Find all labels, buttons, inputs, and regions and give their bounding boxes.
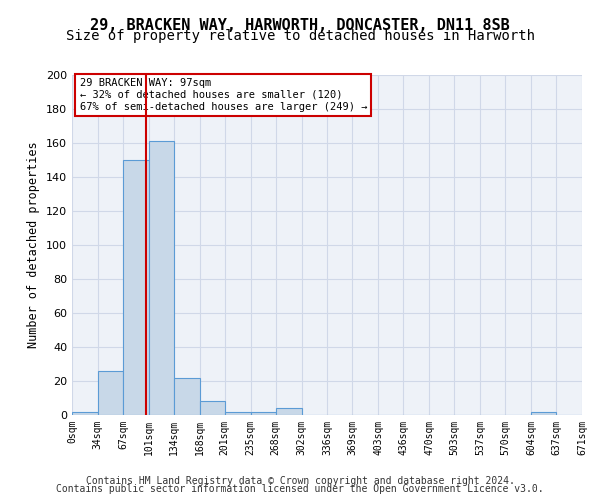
Bar [149,142,174,415]
Text: 29 BRACKEN WAY: 97sqm
← 32% of detached houses are smaller (120)
67% of semi-det: 29 BRACKEN WAY: 97sqm ← 32% of detached … [80,78,367,112]
Bar [123,160,149,415]
Bar [174,378,200,415]
Text: Contains public sector information licensed under the Open Government Licence v3: Contains public sector information licen… [56,484,544,494]
Bar [275,408,302,415]
Bar [225,412,251,415]
Text: Size of property relative to detached houses in Harworth: Size of property relative to detached ho… [65,29,535,43]
Bar [72,412,98,415]
Text: Contains HM Land Registry data © Crown copyright and database right 2024.: Contains HM Land Registry data © Crown c… [86,476,514,486]
Bar [531,412,556,415]
Bar [98,371,123,415]
Bar [200,402,225,415]
Y-axis label: Number of detached properties: Number of detached properties [28,142,40,348]
Bar [251,412,275,415]
Text: 29, BRACKEN WAY, HARWORTH, DONCASTER, DN11 8SB: 29, BRACKEN WAY, HARWORTH, DONCASTER, DN… [90,18,510,32]
